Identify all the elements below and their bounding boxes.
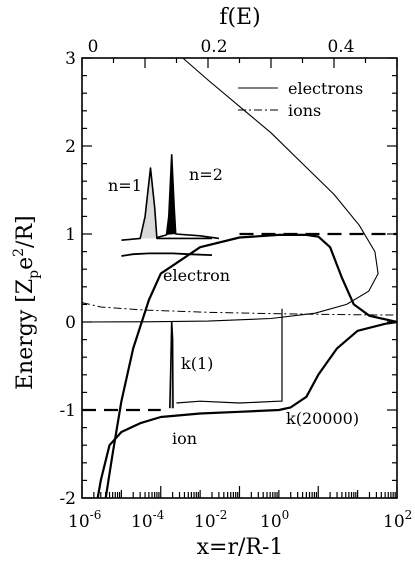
annotation-n1: n=1 bbox=[108, 176, 142, 195]
data-curves bbox=[81, 57, 398, 499]
series-electron bbox=[121, 252, 213, 257]
top-tick-label-1: 0.2 bbox=[200, 37, 227, 57]
axis-ticks bbox=[81, 57, 398, 499]
series-electron-potential bbox=[104, 233, 398, 499]
series-n-2 bbox=[156, 154, 220, 240]
top-axis-title: f(E) bbox=[219, 5, 260, 30]
y-tick-labels: 3 2 1 0 -1 -2 bbox=[59, 49, 76, 509]
top-tick-label-0: 0 bbox=[88, 37, 99, 57]
series-ions bbox=[81, 302, 397, 316]
y-tick-label-1: 1 bbox=[65, 225, 76, 245]
legend: electrons ions bbox=[238, 79, 363, 120]
annotations: n=1 n=2 electron k(1) k(20000) ion bbox=[108, 165, 359, 448]
series-electrons bbox=[81, 57, 379, 323]
y-tick-label-2: 2 bbox=[65, 137, 76, 157]
y-tick-label-0: 0 bbox=[65, 313, 76, 333]
y-tick-label-m2: -2 bbox=[59, 489, 76, 509]
legend-label-electrons: electrons bbox=[288, 79, 363, 98]
series-k-20000- bbox=[176, 308, 283, 404]
annotation-electron: electron bbox=[163, 266, 230, 285]
annotation-k20000: k(20000) bbox=[286, 409, 359, 428]
series-ion-potential bbox=[96, 320, 398, 499]
annotation-n2: n=2 bbox=[189, 165, 223, 184]
fill-n2 bbox=[166, 154, 176, 235]
annotation-k1: k(1) bbox=[181, 354, 213, 373]
x-tick-label-0: 10-6 bbox=[68, 508, 101, 532]
x-tick-label-3: 100 bbox=[260, 508, 289, 532]
x-tick-labels: 10-6 10-4 10-2 100 102 bbox=[68, 508, 412, 532]
y-tick-label-m1: -1 bbox=[59, 401, 76, 421]
top-tick-labels: 0 0.2 0.4 bbox=[88, 37, 355, 57]
legend-label-ions: ions bbox=[288, 101, 321, 120]
annotation-ion: ion bbox=[172, 429, 197, 448]
y-axis-title: Energy [Zpe2/R] bbox=[11, 215, 42, 390]
series-k-1- bbox=[169, 321, 174, 409]
series-n-1 bbox=[121, 167, 212, 241]
top-tick-label-2: 0.4 bbox=[327, 37, 354, 57]
y-tick-label-3: 3 bbox=[65, 49, 76, 69]
x-tick-label-2: 10-2 bbox=[194, 508, 227, 532]
x-axis-title: x=r/R-1 bbox=[197, 535, 284, 560]
x-tick-label-1: 10-4 bbox=[131, 508, 165, 532]
x-tick-label-4: 102 bbox=[383, 508, 412, 532]
